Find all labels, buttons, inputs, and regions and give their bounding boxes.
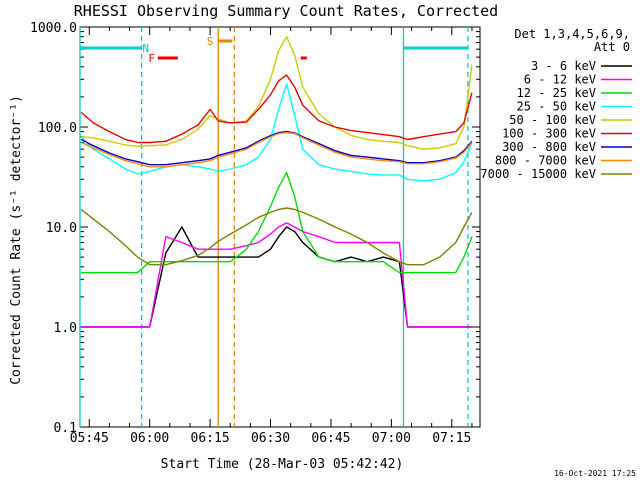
x-tick-label: 06:45 — [311, 431, 350, 446]
series-line — [81, 226, 472, 328]
plot-area: 05:45 06:00 06:15 06:30 06:45 07:00 07:15 0.1 1.… — [30, 21, 481, 446]
y-tick-label: 100.0 — [38, 121, 77, 136]
annotation-label: N — [142, 42, 149, 55]
annotation-bars: NF S — [80, 35, 468, 65]
x-tick-label: 06:15 — [191, 431, 230, 446]
series-line — [81, 36, 473, 150]
y-tick-label: 1000.0 — [30, 21, 77, 36]
y-tick-label: 1.0 — [54, 321, 77, 336]
y-tick-label: 10.0 — [46, 221, 77, 236]
timestamp: 16-Oct-2021 17:25 — [554, 469, 636, 478]
series-line — [80, 74, 473, 144]
legend-label: 12 - 25 keV — [517, 86, 596, 100]
legend-header-1: Det 1,3,4,5,6,9, — [514, 27, 630, 41]
annotation-label: S — [207, 35, 214, 48]
series-lines — [80, 36, 473, 328]
x-axis-label: Start Time (28-Mar-03 05:42:42) — [161, 457, 404, 472]
chart-title: RHESSI Observing Summary Count Rates, Co… — [74, 2, 498, 20]
legend-label: 25 - 50 keV — [517, 100, 596, 114]
legend-label: 50 - 100 keV — [509, 113, 596, 127]
legend-header-2: Att 0 — [594, 40, 630, 54]
series-line — [81, 171, 473, 274]
series-line — [80, 207, 473, 266]
annotation-label: F — [148, 52, 155, 65]
series-line — [80, 83, 473, 182]
x-tick-label: 05:45 — [70, 431, 109, 446]
y-tick-label: 0.1 — [54, 421, 77, 436]
series-line — [80, 130, 473, 166]
axis-ticks: 05:45 06:00 06:15 06:30 06:45 07:00 07:15 0.1 1.… — [30, 21, 480, 446]
legend-label: 800 - 7000 keV — [495, 154, 596, 168]
legend-label: 6 - 12 keV — [524, 73, 596, 87]
series-line — [80, 131, 473, 168]
legend-label: 3 - 6 keV — [531, 59, 596, 73]
x-tick-label: 06:30 — [251, 431, 290, 446]
series-line — [81, 222, 472, 328]
event-lines — [79, 27, 469, 427]
x-tick-label: 07:00 — [372, 431, 411, 446]
x-tick-label: 07:15 — [432, 431, 471, 446]
y-axis-label: Corrected Count Rate (s⁻¹ detector⁻¹) — [9, 95, 24, 385]
x-tick-label: 06:00 — [130, 431, 169, 446]
legend-label: 300 - 800 keV — [502, 140, 596, 154]
legend-label: 7000 - 15000 keV — [480, 167, 596, 181]
legend-label: 100 - 300 keV — [502, 127, 596, 141]
